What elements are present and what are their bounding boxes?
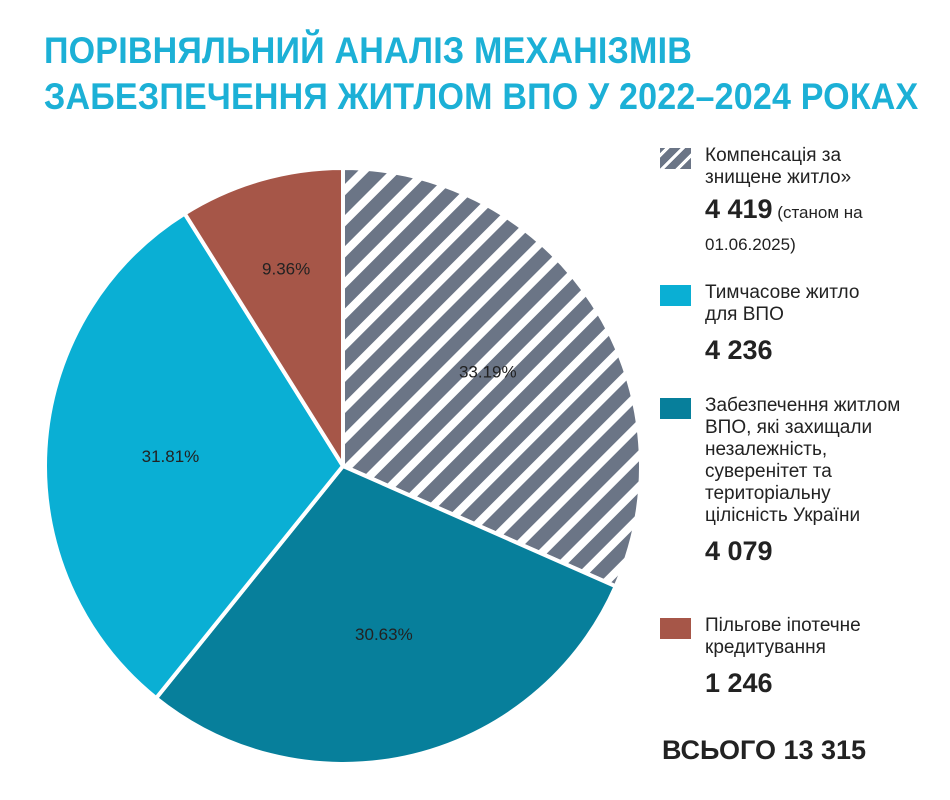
pie-slice	[43, 211, 345, 701]
slice-percent-label: 33.19%	[459, 363, 517, 382]
legend-label: Пільгове іпотечне кредитування	[705, 615, 861, 658]
slice-percent-label: 9.36%	[262, 259, 310, 278]
legend-item: Компенсація за знищене житло» 4 419 (стан…	[660, 145, 940, 259]
slice-percent-label: 31.81%	[142, 447, 200, 466]
legend-swatch	[660, 618, 691, 639]
legend-value: 4 236	[705, 335, 773, 365]
legend-label: Забезпечення житлом ВПО, які захищали не…	[705, 395, 901, 526]
legend-label: Тимчасове житло для ВПО	[705, 282, 860, 325]
legend-label: Компенсація за знищене житло»	[705, 145, 852, 188]
legend-item: Тимчасове житло для ВПО 4 236	[660, 282, 940, 368]
total-label: ВСЬОГО 13 315	[662, 735, 867, 765]
legend-value: 4 419 (станом на 01.06.2025)	[705, 194, 863, 254]
slice-percent-label: 30.63%	[355, 625, 413, 644]
legend-swatch	[660, 148, 691, 169]
legend-swatch	[660, 285, 691, 306]
title-line-2: ЗАБЕЗПЕЧЕННЯ ЖИТЛОМ ВПО У 2022–2024 РОКА…	[44, 76, 919, 117]
pie-slice	[341, 166, 643, 589]
legend-value: 4 079	[705, 536, 773, 566]
chart-title: ПОРІВНЯЛЬНИЙ АНАЛІЗ МЕХАНІЗМІВ ЗАБЕЗПЕЧЕ…	[44, 28, 918, 120]
pie-slice	[182, 166, 345, 468]
pie-slice	[154, 464, 618, 766]
legend-note: (станом на 01.06.2025)	[705, 203, 863, 254]
title-line-1: ПОРІВНЯЛЬНИЙ АНАЛІЗ МЕХАНІЗМІВ	[44, 30, 692, 71]
legend-item: Забезпечення житлом ВПО, які захищали не…	[660, 395, 940, 569]
legend-swatch	[660, 398, 691, 419]
legend-item: Пільгове іпотечне кредитування 1 246	[660, 615, 940, 701]
legend-value: 1 246	[705, 668, 773, 698]
